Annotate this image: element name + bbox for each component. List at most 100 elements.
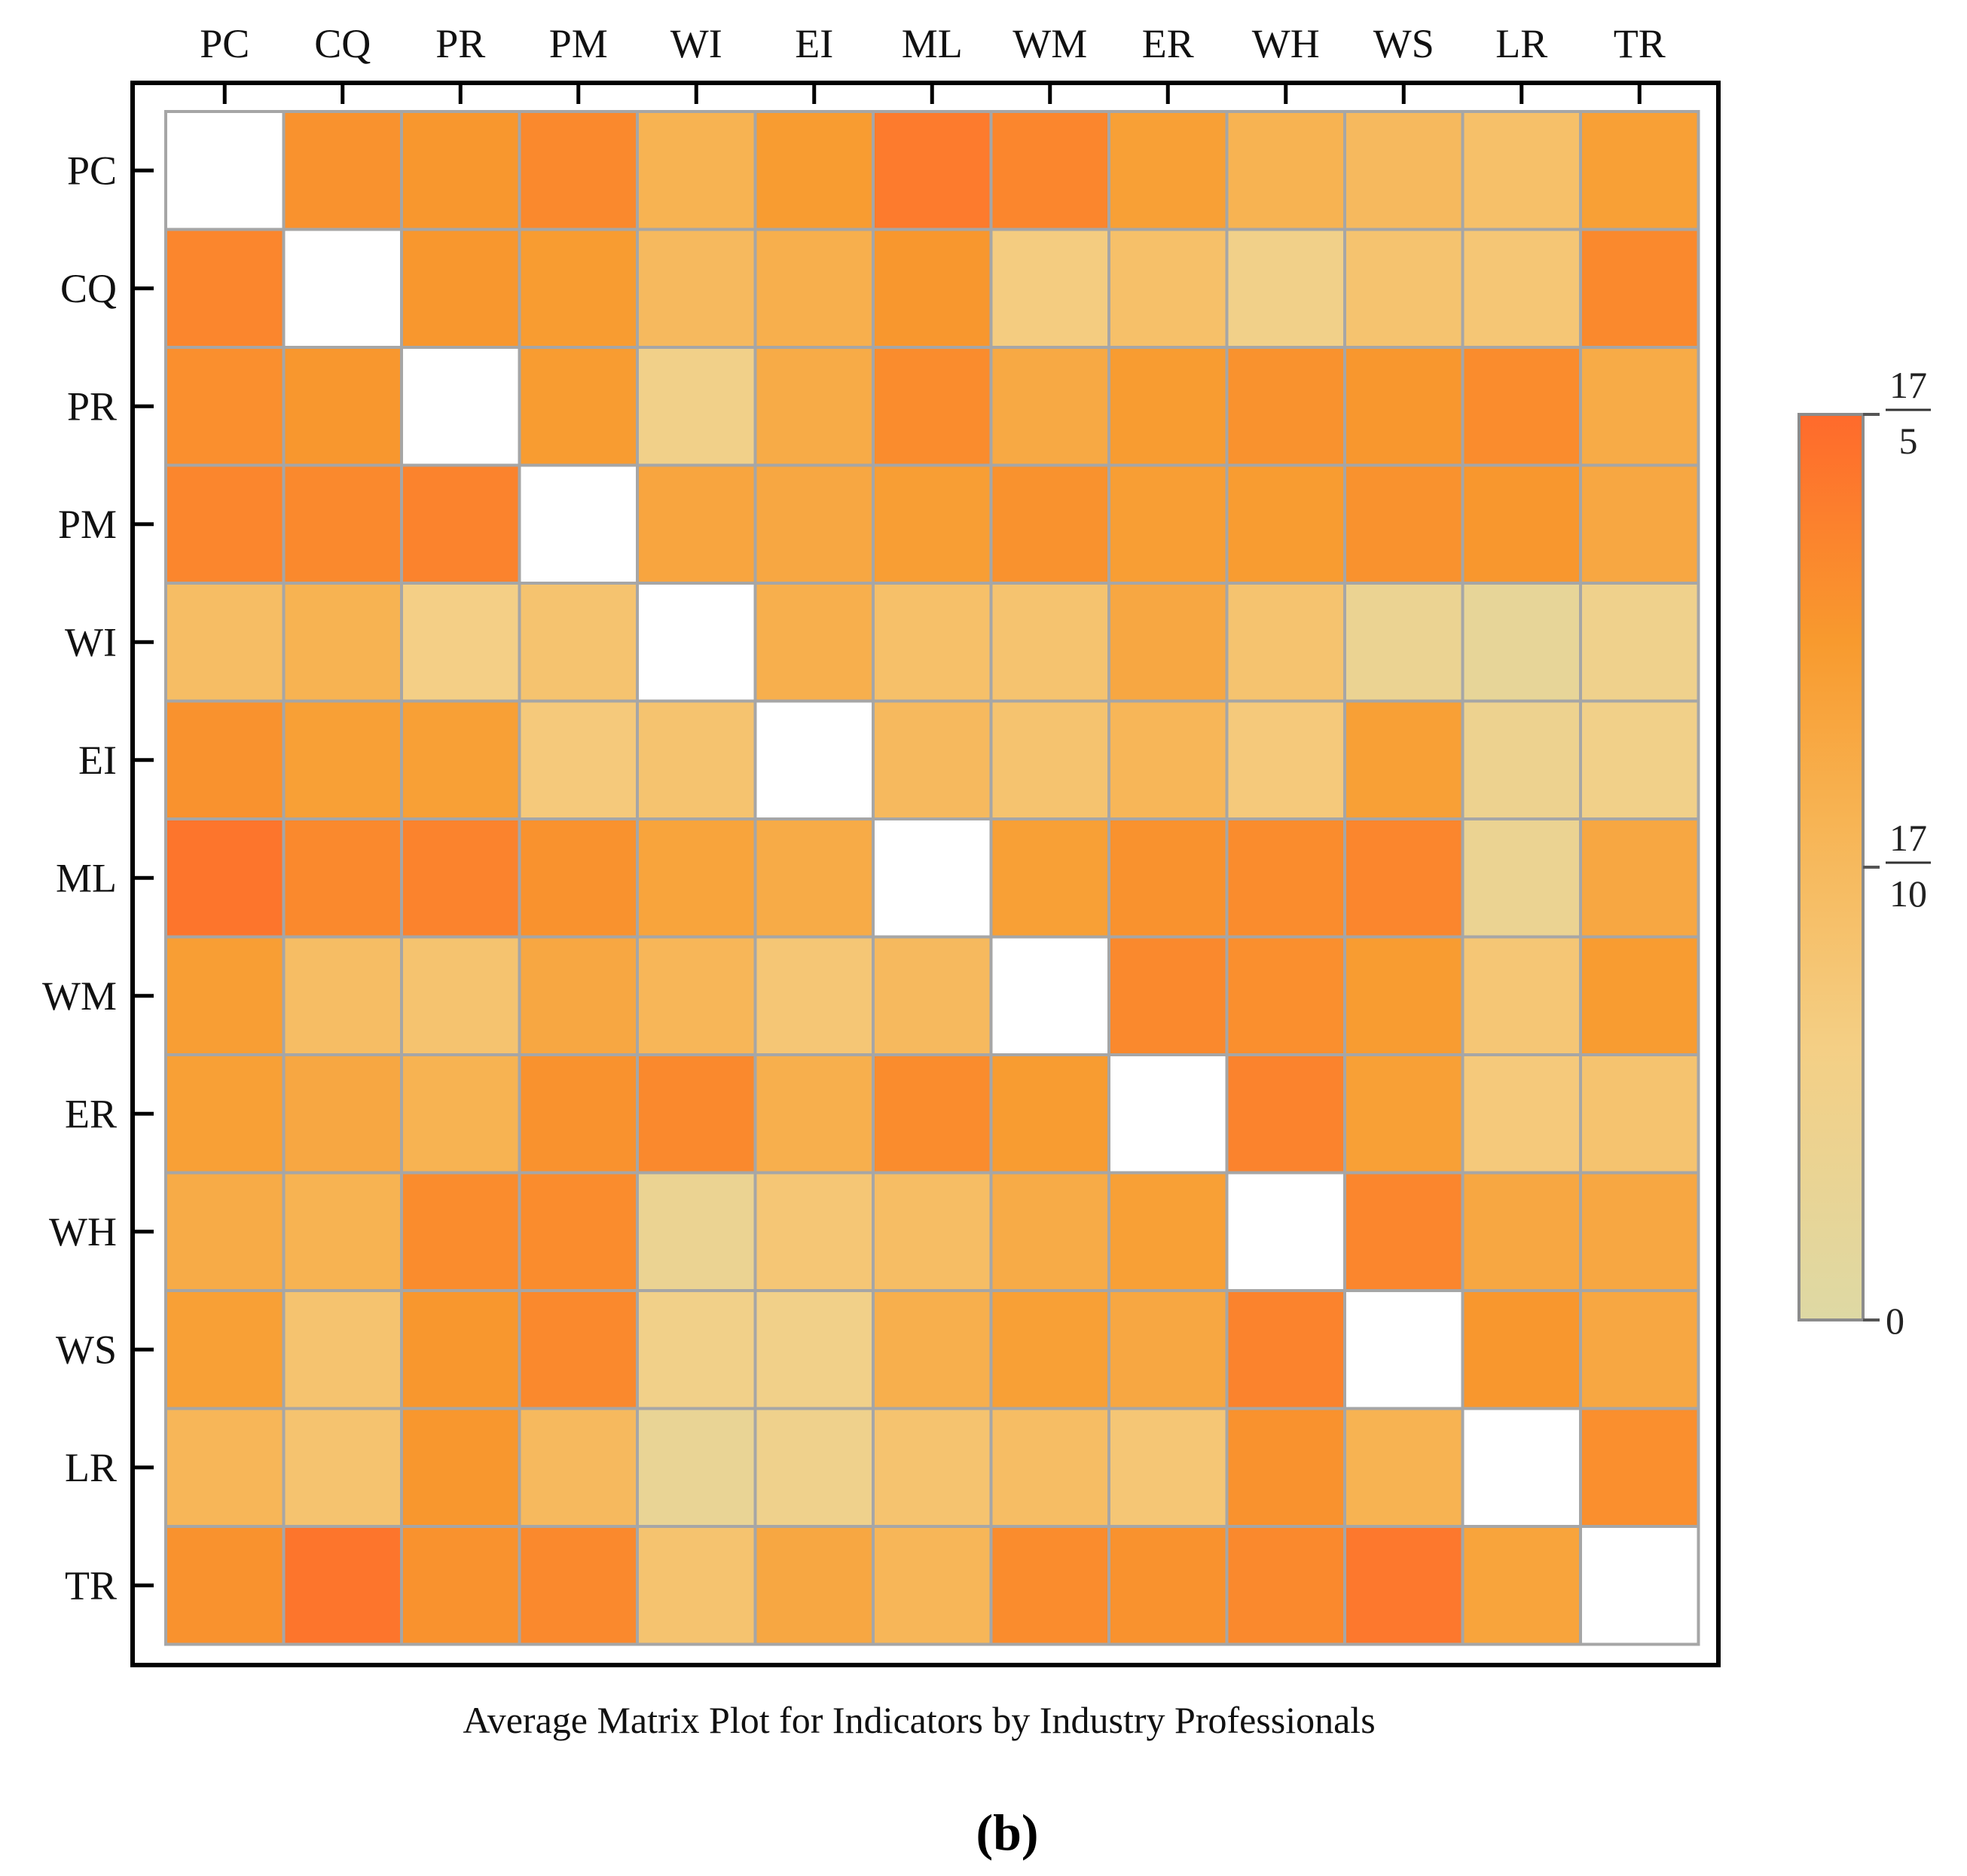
heatmap-cell-lr-cq	[282, 1407, 403, 1528]
heatmap-cell-ml-tr	[1579, 817, 1700, 939]
heatmap-cell-wi-wm	[989, 582, 1110, 703]
heatmap-cell-tr-pr	[400, 1525, 521, 1646]
left-tick-label: PR	[67, 383, 117, 429]
heatmap-cell-pm-wm	[989, 463, 1110, 585]
left-tick-label: ML	[56, 855, 117, 900]
heatmap-cell-cq-cq	[282, 228, 403, 349]
heatmap-cell-ei-lr	[1461, 699, 1582, 820]
heatmap-cell-ws-pr	[400, 1289, 521, 1410]
heatmap-cell-ei-ml	[872, 699, 993, 820]
heatmap-cell-ml-wm	[989, 817, 1110, 939]
heatmap-cell-ml-ml	[872, 817, 993, 939]
top-tick-label: PC	[200, 21, 249, 66]
heatmap-cell-cq-wh	[1225, 228, 1346, 349]
heatmap-cell-pm-ws	[1343, 463, 1465, 585]
colorbar-gradient	[1797, 413, 1865, 1321]
heatmap-cell-ml-er	[1107, 817, 1229, 939]
heatmap-cell-tr-ws	[1343, 1525, 1465, 1646]
heatmap-cell-wm-er	[1107, 935, 1229, 1056]
heatmap-cell-er-ei	[753, 1053, 875, 1175]
left-tick-label: WS	[56, 1327, 117, 1372]
heatmap-cell-ml-pc	[164, 817, 286, 939]
heatmap-cell-ei-ei	[753, 699, 875, 820]
top-tick-label: LR	[1495, 21, 1547, 66]
heatmap-cell-pc-tr	[1579, 110, 1700, 231]
heatmap-cell-lr-ws	[1343, 1407, 1465, 1528]
heatmap-cell-ml-cq	[282, 817, 403, 939]
top-tick-label: TR	[1614, 21, 1666, 66]
heatmap-cell-ws-pc	[164, 1289, 286, 1410]
heatmap-cell-wi-lr	[1461, 582, 1582, 703]
top-tick-label: WI	[670, 21, 722, 66]
heatmap-cell-ws-wm	[989, 1289, 1110, 1410]
heatmap-cell-cq-pr	[400, 228, 521, 349]
heatmap-cell-tr-ei	[753, 1525, 875, 1646]
heatmap-cell-tr-tr	[1579, 1525, 1700, 1646]
heatmap-cell-pm-pm	[518, 463, 639, 585]
heatmap-cell-wh-er	[1107, 1171, 1229, 1292]
heatmap-cell-ws-cq	[282, 1289, 403, 1410]
heatmap-cell-pr-ws	[1343, 346, 1465, 467]
heatmap-cell-wm-lr	[1461, 935, 1582, 1056]
heatmap-cell-lr-ml	[872, 1407, 993, 1528]
heatmap-cell-tr-er	[1107, 1525, 1229, 1646]
heatmap-cell-ei-er	[1107, 699, 1229, 820]
heatmap-cell-ws-tr	[1579, 1289, 1700, 1410]
heatmap-cell-pm-ei	[753, 463, 875, 585]
heatmap-cell-cq-er	[1107, 228, 1229, 349]
heatmap-cell-wh-ws	[1343, 1171, 1465, 1292]
top-tick-label: CQ	[314, 21, 371, 66]
heatmap-cell-wm-wi	[636, 935, 757, 1056]
heatmap-cell-pm-er	[1107, 463, 1229, 585]
left-tick-label: CQ	[60, 266, 117, 311]
heatmap-cell-pc-lr	[1461, 110, 1582, 231]
heatmap-cell-er-lr	[1461, 1053, 1582, 1175]
heatmap-cell-pr-wm	[989, 346, 1110, 467]
heatmap-cell-wi-pc	[164, 582, 286, 703]
heatmap-cell-pr-pc	[164, 346, 286, 467]
heatmap-cell-ei-cq	[282, 699, 403, 820]
heatmap-cell-pr-pr	[400, 346, 521, 467]
heatmap-cell-tr-wm	[989, 1525, 1110, 1646]
colorbar-tick-numerator: 17	[1889, 364, 1927, 406]
heatmap-cell-pm-lr	[1461, 463, 1582, 585]
heatmap-cell-tr-wh	[1225, 1525, 1346, 1646]
colorbar-tick-numerator: 17	[1889, 817, 1927, 859]
heatmap-cell-wi-ei	[753, 582, 875, 703]
colorbar: 0 17 10 17 5	[1797, 364, 1931, 1342]
heatmap-cell-lr-pc	[164, 1407, 286, 1528]
heatmap-cell-tr-wi	[636, 1525, 757, 1646]
heatmap-cell-wh-pc	[164, 1171, 286, 1292]
heatmap-cell-wm-wm	[989, 935, 1110, 1056]
left-tick-label: WH	[49, 1209, 117, 1254]
heatmap-cell-er-pr	[400, 1053, 521, 1175]
heatmap-cell-pc-pr	[400, 110, 521, 231]
heatmap-cell-wh-cq	[282, 1171, 403, 1292]
heatmap-cell-pm-ml	[872, 463, 993, 585]
heatmap-cell-tr-pc	[164, 1525, 286, 1646]
heatmap-cell-wm-ws	[1343, 935, 1465, 1056]
heatmap-cell-tr-pm	[518, 1525, 639, 1646]
colorbar-tick-denominator: 5	[1899, 420, 1918, 462]
heatmap-cell-pc-pm	[518, 110, 639, 231]
left-tick-label: WM	[42, 973, 117, 1019]
heatmap-cell-wh-ei	[753, 1171, 875, 1292]
heatmap-cell-cq-lr	[1461, 228, 1582, 349]
heatmap-cell-wh-wi	[636, 1171, 757, 1292]
heatmap-cell-pr-ml	[872, 346, 993, 467]
top-tick-label: WS	[1373, 21, 1434, 66]
left-tick-label: PC	[67, 148, 117, 193]
heatmap-cell-er-wi	[636, 1053, 757, 1175]
heatmap-cell-wm-ml	[872, 935, 993, 1056]
left-tick-label: WI	[65, 619, 117, 665]
heatmap-cell-wm-wh	[1225, 935, 1346, 1056]
heatmap-cell-ws-wh	[1225, 1289, 1346, 1410]
heatmap-cell-ws-pm	[518, 1289, 639, 1410]
heatmap-cell-er-wm	[989, 1053, 1110, 1175]
heatmap-cell-wi-wi	[636, 582, 757, 703]
heatmap-cell-wi-ws	[1343, 582, 1465, 703]
heatmap-cell-ws-ml	[872, 1289, 993, 1410]
heatmap-cell-pm-wh	[1225, 463, 1346, 585]
heatmap-cell-wh-wh	[1225, 1171, 1346, 1292]
